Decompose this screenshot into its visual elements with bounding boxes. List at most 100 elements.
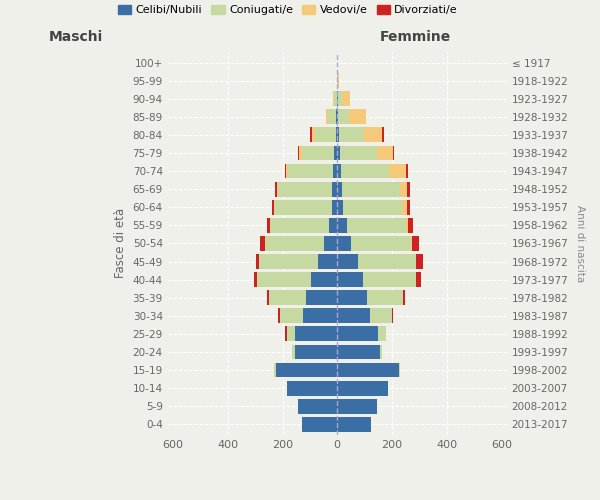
Bar	[333, 164, 337, 178]
Bar	[295, 326, 337, 342]
Bar	[256, 254, 259, 269]
Bar	[343, 200, 402, 214]
Bar	[382, 128, 383, 142]
Bar	[254, 272, 257, 287]
Bar	[287, 380, 337, 396]
Bar	[277, 182, 278, 196]
Bar	[341, 92, 350, 106]
Bar	[268, 290, 269, 305]
Bar	[337, 200, 343, 214]
Bar	[334, 92, 337, 106]
Bar	[287, 326, 295, 342]
Bar	[337, 326, 378, 342]
Bar	[332, 200, 337, 214]
Bar	[337, 290, 367, 305]
Bar	[259, 254, 318, 269]
Bar	[270, 218, 329, 232]
Bar	[337, 146, 340, 160]
Bar	[364, 128, 382, 142]
Bar	[310, 128, 312, 142]
Bar	[302, 146, 334, 160]
Bar	[342, 182, 400, 196]
Bar	[323, 236, 337, 251]
Bar	[351, 236, 411, 251]
Bar	[329, 218, 337, 232]
Bar	[269, 290, 306, 305]
Bar	[285, 326, 287, 342]
Bar	[274, 200, 332, 214]
Bar	[275, 362, 337, 378]
Bar	[399, 362, 400, 378]
Bar	[406, 218, 408, 232]
Bar	[393, 146, 394, 160]
Bar	[286, 164, 288, 178]
Bar	[416, 272, 421, 287]
Bar	[288, 164, 333, 178]
Bar	[272, 200, 274, 214]
Bar	[407, 182, 410, 196]
Bar	[295, 344, 337, 360]
Bar	[412, 236, 419, 251]
Bar	[389, 164, 406, 178]
Bar	[257, 272, 311, 287]
Bar	[367, 290, 403, 305]
Text: Femmine: Femmine	[380, 30, 451, 44]
Bar	[337, 272, 363, 287]
Bar	[334, 146, 337, 160]
Bar	[411, 236, 412, 251]
Bar	[292, 344, 295, 360]
Y-axis label: Fasce di età: Fasce di età	[114, 208, 127, 278]
Bar	[336, 128, 337, 142]
Bar	[338, 92, 341, 106]
Bar	[337, 73, 339, 88]
Bar	[337, 362, 399, 378]
Bar	[341, 164, 389, 178]
Bar	[392, 308, 393, 323]
Bar	[406, 164, 408, 178]
Bar	[338, 128, 364, 142]
Y-axis label: Anni di nascita: Anni di nascita	[575, 205, 585, 282]
Bar	[278, 308, 280, 323]
Bar	[349, 110, 365, 124]
Bar	[274, 362, 275, 378]
Bar	[328, 110, 336, 124]
Bar	[333, 92, 334, 106]
Bar	[403, 290, 405, 305]
Bar	[312, 128, 314, 142]
Bar	[337, 380, 388, 396]
Bar	[318, 254, 337, 269]
Bar	[337, 110, 338, 124]
Bar	[338, 110, 349, 124]
Bar	[298, 399, 337, 413]
Bar	[358, 254, 416, 269]
Bar	[337, 417, 371, 432]
Bar	[260, 236, 265, 251]
Bar	[337, 399, 377, 413]
Bar	[408, 218, 413, 232]
Bar	[380, 344, 382, 360]
Bar	[326, 110, 328, 124]
Bar	[378, 326, 386, 342]
Bar	[285, 164, 286, 178]
Bar	[337, 182, 342, 196]
Bar	[303, 308, 337, 323]
Bar	[336, 110, 337, 124]
Bar	[280, 308, 303, 323]
Bar	[302, 417, 337, 432]
Bar	[340, 146, 377, 160]
Bar	[337, 128, 338, 142]
Bar	[377, 146, 393, 160]
Bar	[311, 272, 337, 287]
Bar	[314, 128, 336, 142]
Bar	[275, 182, 277, 196]
Bar	[337, 164, 341, 178]
Legend: Celibi/Nubili, Coniugati/e, Vedovi/e, Divorziati/e: Celibi/Nubili, Coniugati/e, Vedovi/e, Di…	[113, 0, 463, 20]
Bar	[278, 182, 332, 196]
Bar	[370, 308, 392, 323]
Bar	[337, 308, 370, 323]
Bar	[299, 146, 302, 160]
Bar	[306, 290, 337, 305]
Bar	[347, 218, 406, 232]
Bar	[400, 182, 407, 196]
Text: Maschi: Maschi	[49, 30, 103, 44]
